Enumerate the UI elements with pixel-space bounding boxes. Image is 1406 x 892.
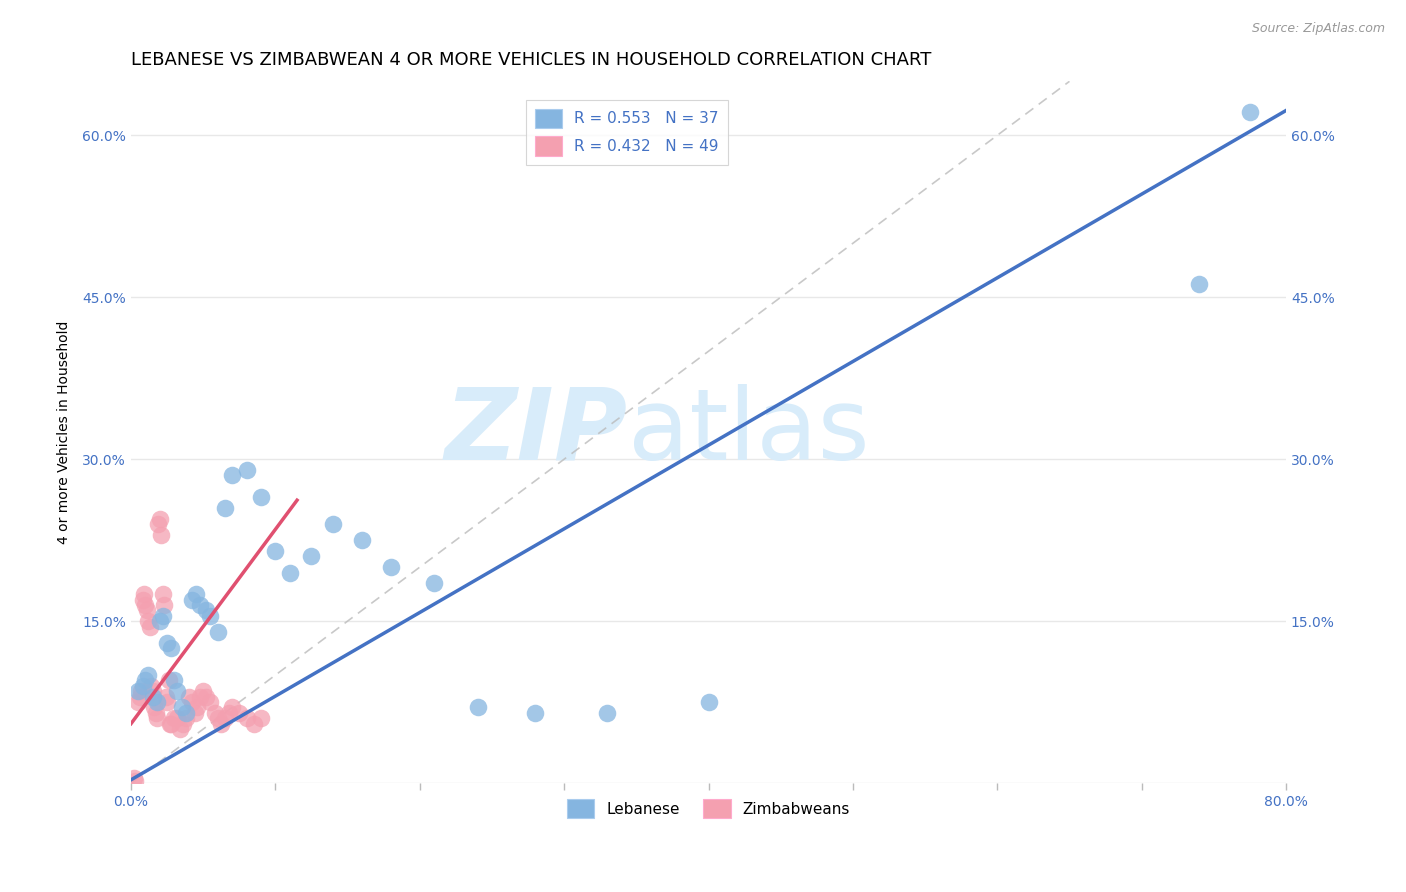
Point (141, 679, 163, 693)
Point (155, 690, 177, 704)
Point (160, 716, 183, 731)
Text: Source: ZipAtlas.com: Source: ZipAtlas.com (1251, 22, 1385, 36)
Point (1188, 277, 1211, 292)
Point (301, 549, 323, 564)
Point (139, 619, 162, 633)
Point (200, 608, 222, 623)
Point (146, 695, 169, 709)
Text: ZIP: ZIP (444, 384, 627, 481)
Point (200, 695, 222, 709)
Point (163, 711, 186, 725)
Point (423, 576, 446, 591)
Text: atlas: atlas (627, 384, 869, 481)
Point (186, 700, 208, 714)
Point (174, 711, 197, 725)
Point (195, 603, 218, 617)
Point (128, 690, 150, 704)
Point (207, 624, 229, 639)
Point (214, 500, 236, 515)
Point (204, 706, 226, 720)
Point (149, 511, 172, 525)
Point (166, 711, 188, 725)
Point (131, 592, 153, 607)
Point (322, 516, 344, 531)
Point (524, 706, 547, 720)
Point (132, 587, 155, 601)
Point (134, 673, 156, 688)
Point (235, 463, 257, 477)
Point (134, 598, 156, 612)
Point (156, 636, 179, 650)
Point (131, 679, 153, 693)
Point (124, 773, 146, 788)
Text: LEBANESE VS ZIMBABWEAN 4 OR MORE VEHICLES IN HOUSEHOLD CORRELATION CHART: LEBANESE VS ZIMBABWEAN 4 OR MORE VEHICLE… (131, 51, 931, 69)
Point (235, 711, 257, 725)
Point (149, 614, 172, 628)
Point (150, 527, 173, 541)
Legend: Lebanese, Zimbabweans: Lebanese, Zimbabweans (561, 793, 856, 824)
Point (127, 684, 149, 698)
Point (156, 695, 179, 709)
Point (177, 690, 200, 704)
Point (143, 700, 166, 714)
Point (184, 587, 207, 601)
Point (138, 668, 160, 682)
Point (142, 690, 165, 704)
Point (122, 771, 145, 785)
Point (697, 695, 720, 709)
Point (159, 716, 181, 731)
Point (129, 684, 152, 698)
Point (166, 684, 188, 698)
Point (350, 533, 373, 548)
Point (250, 711, 273, 725)
Point (174, 706, 197, 720)
Point (145, 706, 167, 720)
Point (172, 716, 194, 731)
Point (221, 700, 243, 714)
Point (180, 592, 202, 607)
Point (242, 716, 264, 731)
Point (157, 673, 180, 688)
Point (183, 706, 205, 720)
Point (278, 566, 301, 580)
Point (160, 641, 183, 656)
Point (146, 711, 169, 725)
Point (195, 690, 218, 704)
Point (170, 700, 193, 714)
Point (193, 684, 215, 698)
Point (188, 598, 211, 612)
Point (138, 614, 160, 628)
Point (467, 700, 489, 714)
Point (250, 490, 273, 504)
Point (207, 711, 229, 725)
Point (264, 544, 287, 558)
Point (209, 716, 232, 731)
Y-axis label: 4 or more Vehicles in Household: 4 or more Vehicles in Household (58, 320, 72, 544)
Point (142, 684, 165, 698)
Point (218, 706, 240, 720)
Point (152, 587, 174, 601)
Point (135, 603, 157, 617)
Point (180, 695, 202, 709)
Point (214, 711, 236, 725)
Point (188, 690, 211, 704)
Point (221, 468, 243, 483)
Point (1239, 104, 1261, 119)
Point (148, 516, 170, 531)
Point (153, 598, 176, 612)
Point (596, 706, 619, 720)
Point (380, 560, 402, 574)
Point (127, 695, 149, 709)
Point (163, 673, 186, 688)
Point (152, 608, 174, 623)
Point (169, 722, 191, 736)
Point (228, 706, 250, 720)
